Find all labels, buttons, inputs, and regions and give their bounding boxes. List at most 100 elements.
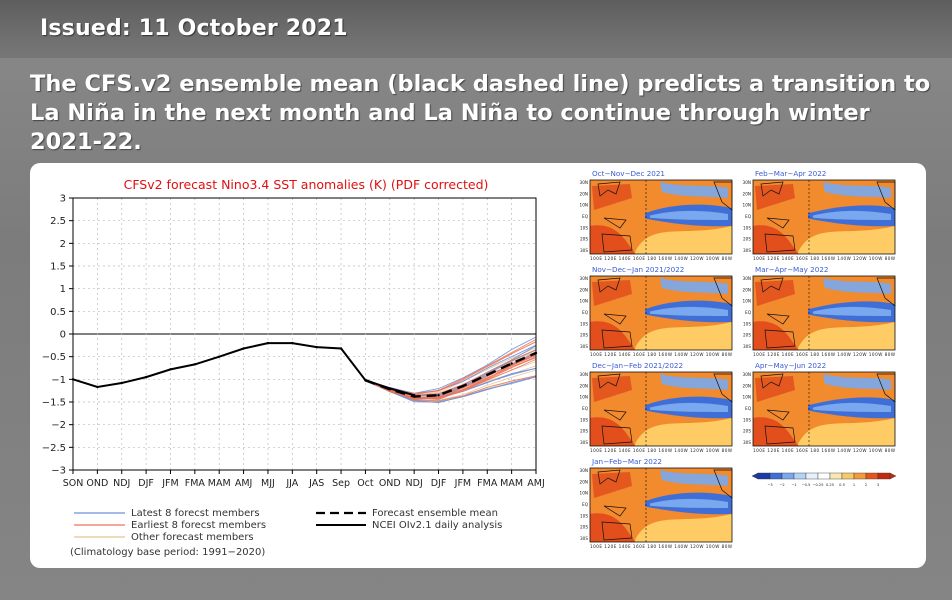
map-title: Mar−Apr−May 2022 [755,265,828,274]
map-lat-label: 30N [580,180,588,185]
map-lat-label: 10N [580,395,588,400]
colorbar-segment [853,472,867,480]
map-title: Feb−Mar−Apr 2022 [755,169,826,178]
y-tick-label: −2 [51,420,66,431]
map-warm-region [755,280,795,306]
colorbar-label: −1 [791,483,796,487]
map-warm-region [755,376,795,402]
map-cold-region [660,374,728,390]
sst-map: Feb−Mar−Apr 2022 30N 20N 10N EQ 10S 20S 30S100E… [743,169,896,261]
colorbar-segment [817,472,831,480]
map-frame [589,179,733,255]
map-title: Jan−Feb−Mar 2022 [591,457,662,466]
map-lon-labels: 100E 120E 140E 160E 180 160W 140W 120W 1… [590,256,732,261]
legend-mean-label: Forecast ensemble mean [372,508,498,519]
map-cold-core [650,210,728,220]
x-tick-label: SON [63,478,84,489]
colorbar-label: 0.25 [826,483,834,487]
analysis-point [266,341,270,345]
colorbar-segment [829,472,843,480]
map-warm-region [592,472,632,498]
chart-title: CFSv2 forecast Nino3.4 SST anomalies (K)… [124,177,489,192]
map-lat-label: 10S [580,225,588,230]
colorbar-label: −0.25 [812,483,823,487]
map-lon-labels: 100E 120E 140E 160E 180 160W 140W 120W 1… [753,352,895,357]
map-cold-core [813,210,891,220]
nino34-chart: CFSv2 forecast Nino3.4 SST anomalies (K)… [42,169,897,558]
x-tick-label: JJA [285,478,298,489]
map-cold-region [660,182,728,198]
x-tick-label: JFM [454,478,471,489]
x-tick-label: AMJ [235,478,253,489]
ensemble-mean-point [486,373,489,376]
map-title: Oct−Nov−Dec 2021 [592,169,665,178]
map-cold-core [813,306,891,316]
map-coastline [597,373,733,445]
y-tick-label: 3 [60,194,66,205]
plot-frame [72,197,537,471]
analysis-point [291,341,294,345]
map-lat-label: EQ [745,310,752,315]
colorbar-segment [781,472,795,480]
map-lat-label: 20S [743,429,751,434]
sst-map: Apr−May−Jun 2022 30N 20N 10N EQ 10S 20S 30S100E… [743,361,896,453]
map-lat-label: 30S [743,344,751,349]
map-lat-label: 20N [580,479,588,484]
map-lat-label: 10N [743,203,751,208]
map-cold-core [650,402,728,412]
map-warm-band [634,322,732,350]
map-frame [589,371,733,447]
map-lat-label: 30S [580,536,588,541]
colorbar-segment [805,472,819,480]
colorbar-segment [865,472,879,480]
y-tick-label: 0 [60,330,66,341]
legend-other-label: Other forecast members [131,532,254,543]
map-warm-region [753,321,799,350]
sst-map: Mar−Apr−May 2022 30N 20N 10N EQ 10S 20S 30S100E… [743,265,896,357]
chart-legend: Latest 8 forecst members Earliest 8 fore… [70,508,502,558]
ensemble-mean-point [388,388,391,391]
analysis-point [315,345,318,349]
map-lat-label: 30N [743,276,751,281]
x-tick-label: OND [379,478,401,489]
x-tick-label: JAS [308,478,324,489]
ensemble-mean-point [364,379,367,382]
map-frame [589,275,733,351]
map-warm-region [592,280,632,306]
map-warm-region [590,225,636,254]
map-lat-label: 10N [580,299,588,304]
map-lat-label: 30N [743,180,751,185]
colorbar-label: 1 [853,483,855,487]
ensemble-mean-point [461,384,465,388]
map-warm-band [634,418,732,446]
sst-maps: Oct−Nov−Dec 202130N20N10NEQ10S20S30S100E… [580,169,896,549]
map-lat-label: 20N [743,191,751,196]
map-cold-region [823,374,891,390]
colorbar-label: −3 [767,483,772,487]
map-lat-label: EQ [582,502,589,507]
map-title: Apr−May−Jun 2022 [755,361,826,370]
map-lat-label: 10S [580,321,588,326]
map-lat-label: 30S [580,440,588,445]
x-tick-label: JFM [161,478,178,489]
y-axis: 3 2.5 2 1.5 1 0.5 0 −0.5 −1 −1.5 −2 −2.5 −3 [42,194,73,477]
map-warm-region [753,417,799,446]
map-lat-label: 20S [580,429,588,434]
chart-grid [73,198,536,470]
map-warm-region [753,225,799,254]
map-warm-region [590,513,636,542]
map-lat-label: 30S [743,248,751,253]
ensemble-mean-point [510,362,513,365]
map-cold-core [650,306,728,316]
issued-date: Issued: 11 October 2021 [40,16,348,41]
analysis-point [144,375,148,379]
analysis-point [96,385,99,389]
x-tick-label: MAM [208,478,231,489]
member-line [365,375,537,402]
member-line [365,354,537,400]
colorbar: −3 −2 −1 −0.5 −0.25 0.25 0.5 1 2 3 [751,472,897,487]
map-lat-label: 30N [580,468,588,473]
legend-latest-label: Latest 8 forecst members [131,508,260,519]
colorbar-segment [769,472,783,480]
y-tick-label: 2 [60,239,66,250]
